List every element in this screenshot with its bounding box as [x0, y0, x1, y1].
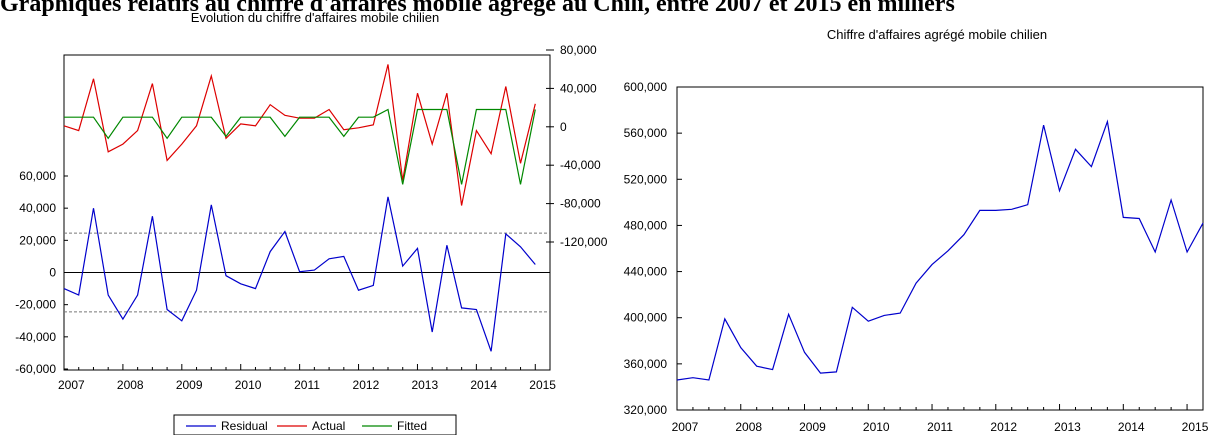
legend-label-actual: Actual [312, 419, 345, 433]
right-chart-x-tick-label: 2010 [863, 420, 890, 434]
right-chart-x-tick-label: 2008 [735, 420, 762, 434]
left-x-tick-label: 2015 [529, 378, 556, 392]
left-x-tick-label: 2013 [411, 378, 438, 392]
right-y-tick-label: -40,000 [560, 158, 601, 172]
left-x-tick-label: 2007 [58, 378, 85, 392]
right-chart-y-tick-label: 440,000 [624, 265, 668, 279]
right-chart-x-tick-label: 2009 [799, 420, 826, 434]
series-line-residual [63, 196, 536, 352]
right-chart-x-tick-label: 2012 [990, 420, 1017, 434]
legend-label-fitted: Fitted [397, 419, 427, 433]
left-y-tick-label: 40,000 [19, 201, 56, 215]
right-chart-x-tick-label: 2011 [927, 420, 953, 434]
right-chart-x-tick-label: 2014 [1118, 420, 1145, 434]
right-chart-x-tick-label: 2007 [672, 420, 699, 434]
aggregate-revenue-line [676, 119, 1204, 381]
left-y-tick-label: 60,000 [19, 169, 56, 183]
left-plot-frame [63, 54, 551, 371]
right-y-tick-label: -80,000 [560, 197, 601, 211]
right-y-tick-label: -120,000 [560, 235, 608, 249]
series-line-fitted [64, 108, 536, 185]
legend-label-residual: Residual [221, 419, 268, 433]
right-plot-frame [676, 86, 1204, 411]
left-x-tick-label: 2010 [235, 378, 262, 392]
left-x-tick-label: 2008 [117, 378, 144, 392]
left-x-tick-label: 2011 [294, 378, 320, 392]
left-x-tick-label: 2009 [176, 378, 203, 392]
right-chart-y-tick-label: 520,000 [624, 172, 668, 186]
left-legend: Residual Actual Fitted [173, 414, 457, 435]
left-y-axis: 60,000 40,000 20,000 0 -20,000 -40,000 -60,000 [15, 169, 68, 376]
left-y-tick-label: -20,000 [15, 298, 56, 312]
right-chart-y-tick-label: 360,000 [624, 357, 668, 371]
left-chart-title: Evolution du chiffre d'affaires mobile c… [191, 10, 439, 25]
left-y-tick-label: 0 [49, 266, 56, 280]
right-chart-y-axis: 600,000 560,000 520,000 480,000 440,000 400,0… [624, 80, 682, 417]
right-y-tick-label: 0 [560, 120, 567, 134]
right-chart-y-tick-label: 560,000 [624, 126, 668, 140]
right-y-tick-label: 80,000 [560, 43, 597, 57]
residual-actual-fitted-chart: Evolution du chiffre d'affaires mobile c… [15, 10, 608, 435]
right-chart-x-axis: 2007 2008 2009 2010 2011 2012 2013 2014 2015 [672, 404, 1209, 434]
right-chart-y-tick-label: 600,000 [624, 80, 668, 94]
left-y-tick-label: 20,000 [19, 233, 56, 247]
right-chart-y-tick-label: 480,000 [624, 218, 668, 232]
left-x-tick-label: 2014 [470, 378, 497, 392]
legend-box [173, 414, 457, 435]
right-chart-series [676, 119, 1204, 381]
right-y-axis: 80,000 40,000 0 -40,000 -80,000 -120,000 [546, 43, 608, 249]
right-y-tick-label: 40,000 [560, 81, 597, 95]
page-heading: Graphiques relatifs au chiffre d'affaire… [0, 0, 955, 17]
right-chart-title: Chiffre d'affaires agrégé mobile chilien [827, 27, 1047, 42]
aggregate-revenue-chart: Chiffre d'affaires agrégé mobile chilien… [624, 27, 1209, 434]
right-chart-x-tick-label: 2015 [1182, 420, 1209, 434]
left-series-lines [63, 64, 536, 352]
left-x-tick-label: 2012 [353, 378, 380, 392]
series-line-actual [63, 64, 536, 206]
right-chart-x-tick-label: 2013 [1054, 420, 1081, 434]
left-y-tick-label: -60,000 [15, 362, 56, 376]
right-chart-y-tick-label: 400,000 [624, 311, 668, 325]
right-chart-y-tick-label: 320,000 [624, 403, 668, 417]
left-y-tick-label: -40,000 [15, 330, 56, 344]
left-x-axis: 2007 2008 2009 2010 2011 2012 2013 2014 2015 [58, 364, 556, 392]
left-reference-lines [64, 232, 550, 313]
